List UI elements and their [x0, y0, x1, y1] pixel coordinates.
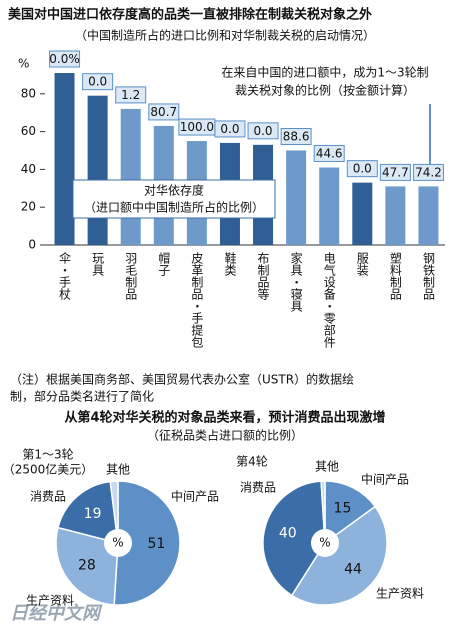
bar-label: 100.0	[180, 120, 214, 134]
slice-label: 中间产品	[361, 472, 409, 487]
x-tick-label: 服装	[355, 252, 369, 277]
y-tick-label: 20	[21, 200, 36, 214]
pie-slice	[262, 480, 326, 597]
slice-value: 28	[78, 558, 96, 574]
bar-label: 0.0%	[49, 52, 80, 66]
bar-label: 74.2	[415, 165, 442, 179]
note: （注）根据美国商务部、美国贸易代表办公室（USTR）的数据绘	[10, 372, 354, 387]
pie-label: 第1～3轮	[22, 448, 73, 462]
bar-label: 0.0	[220, 122, 239, 136]
label-box	[346, 160, 378, 178]
slice-value: 19	[84, 506, 102, 522]
watermark: 日经中文网	[10, 603, 103, 624]
chart-subtitle: （中国制造所占的进口比例和对华制裁关税的启动情况）	[75, 28, 375, 43]
label-box	[313, 145, 345, 163]
annotation: 对华依存度	[144, 183, 204, 198]
slice-label: 消费品	[240, 481, 276, 495]
label-box	[49, 50, 81, 68]
slice-value: 44	[344, 561, 362, 577]
pie-slice	[109, 480, 119, 544]
x-tick-label: 钢铁制品	[421, 252, 435, 300]
annotation: 在来自中国的进口额中，成为1～3轮制	[221, 65, 428, 80]
pie-slice	[55, 526, 119, 606]
slice-label: 生产资料	[26, 594, 74, 608]
bar	[120, 108, 141, 245]
slice-label: 其他	[315, 460, 339, 474]
bar-label: 80.7	[150, 105, 177, 119]
bar	[352, 182, 373, 245]
y-tick-label: 0	[28, 238, 36, 252]
bar	[418, 186, 439, 245]
x-tick-label: 玩具	[91, 252, 105, 276]
bar	[385, 186, 406, 245]
pie-slice	[57, 480, 119, 545]
slice-value: 40	[279, 525, 297, 541]
label-box	[82, 73, 114, 91]
bar-label: 0.0	[88, 75, 107, 89]
bar-label: 0.0	[253, 124, 272, 138]
bar-label: 44.6	[316, 147, 343, 161]
y-tick-label: 40	[21, 162, 36, 176]
annotation: 裁关税对象的比例（按金额计算）	[235, 83, 415, 98]
pie-label: 第4轮	[236, 455, 268, 469]
bar	[87, 95, 108, 245]
pie-center	[311, 529, 339, 557]
slice-label: 消费品	[30, 490, 66, 504]
bar	[286, 150, 307, 245]
pie-slice	[290, 505, 388, 606]
label-box	[115, 86, 147, 104]
note: 制，部分品类名进行了简化	[10, 389, 154, 404]
chart-title: 美国对中国进口依存度高的品类一直被排除在制裁关税对象之外	[8, 7, 372, 23]
label-box	[247, 122, 279, 140]
slice-value: 15	[334, 501, 352, 517]
x-tick-label: 家具・寝具	[289, 251, 303, 312]
annotation-box	[72, 179, 276, 219]
label-box	[280, 128, 312, 145]
slice-value: 51	[148, 536, 166, 552]
y-tick-label: 60	[21, 124, 36, 138]
section-subtitle: （征税品类占进口额的比例）	[147, 428, 303, 443]
center-label: %	[112, 536, 123, 550]
pie-slice	[113, 480, 181, 606]
x-tick-label: 伞・手杖	[58, 251, 72, 301]
pie-slice	[324, 480, 377, 545]
bar	[54, 73, 75, 245]
slice-label: 生产资料	[376, 587, 424, 601]
x-tick-label: 电气设备・零部件	[322, 252, 336, 348]
bar-label: 88.6	[283, 130, 310, 144]
y-axis-unit: %	[18, 57, 29, 71]
bar-label: 1.2	[121, 88, 140, 102]
section-title: 从第4轮对华关税的对象品类来看，预计消费品出现激增	[64, 410, 385, 426]
slice-label: 中间产品	[171, 489, 219, 504]
pie-label: （2500亿美元）	[3, 462, 94, 477]
label-box	[379, 163, 411, 181]
x-tick-label: 鞋类	[223, 251, 237, 277]
bar	[319, 167, 340, 245]
pie-center	[104, 529, 132, 557]
y-tick-label: 80	[21, 86, 36, 100]
x-tick-label: 羽毛制品	[124, 252, 138, 300]
label-box	[412, 163, 444, 181]
x-tick-label: 帽子	[157, 251, 171, 276]
pie-slice	[320, 480, 326, 544]
annotation: （进口额中中国制造所占的比例）	[84, 200, 264, 215]
bar-label: 0.0	[353, 162, 372, 176]
x-tick-label: 布制品等	[256, 252, 270, 300]
label-box	[148, 103, 180, 121]
label-box	[214, 120, 246, 138]
x-tick-label: 塑料制品	[388, 251, 402, 300]
center-label: %	[319, 536, 330, 550]
slice-label: 其他	[106, 463, 130, 477]
x-tick-label: 皮革制品・手提包	[190, 252, 204, 348]
bar-label: 47.7	[382, 165, 409, 179]
